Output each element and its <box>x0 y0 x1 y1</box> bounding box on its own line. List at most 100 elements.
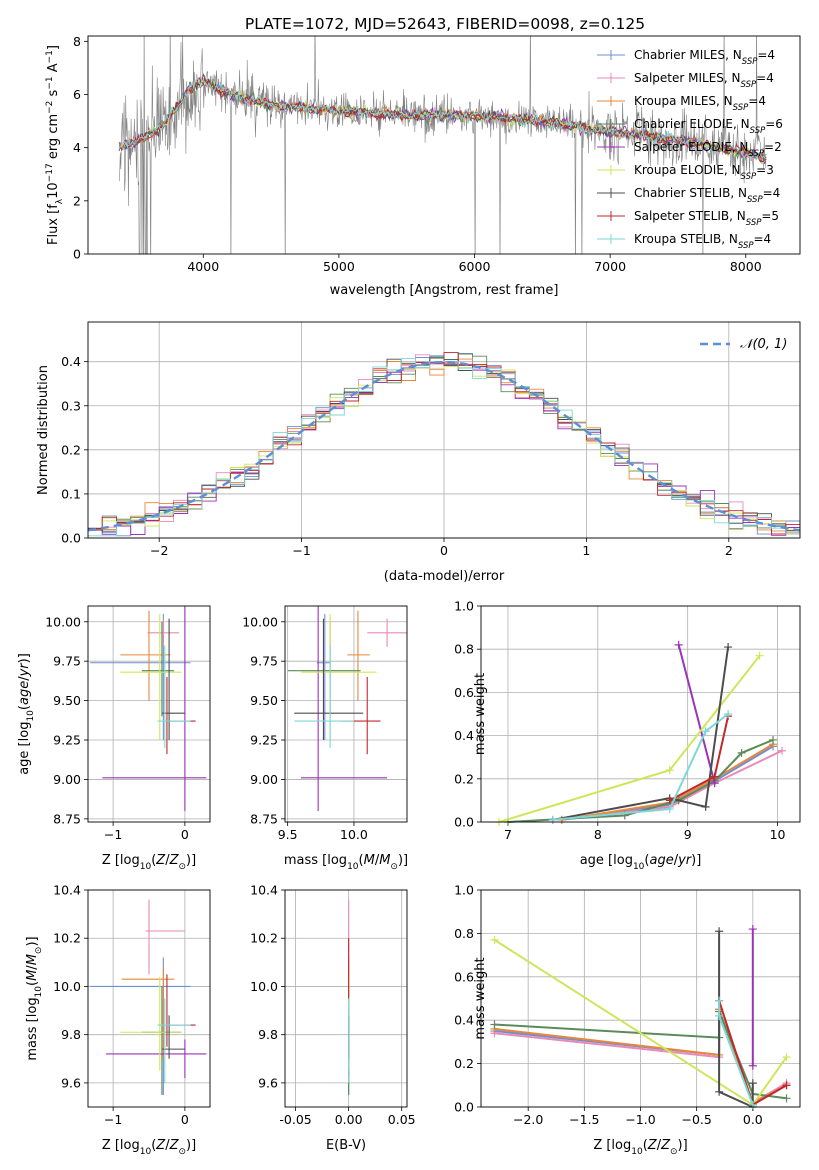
weight-point-marker <box>748 925 757 934</box>
weight-point-marker <box>769 735 778 744</box>
axes-frame <box>480 605 801 823</box>
x-tick-label: −1 <box>104 827 122 842</box>
x-axis-label: Z [log10(Z/Z⊙)] <box>102 1138 196 1157</box>
x-tick-label: 4000 <box>187 259 219 274</box>
weight-series-line <box>507 738 774 823</box>
y-tick-label: 9.6 <box>61 1075 81 1090</box>
model-spectrum <box>119 73 767 163</box>
weight-point-marker <box>748 1100 757 1109</box>
x-axis-label: (data-model)/error <box>384 569 505 584</box>
figure-title: PLATE=1072, MJD=52643, FIBERID=0098, z=0… <box>245 15 645 33</box>
weight-point-marker <box>701 727 710 736</box>
y-tick-label: 0.4 <box>61 354 81 369</box>
weight-point-marker <box>748 1061 757 1070</box>
normal-reference-curve <box>88 360 800 532</box>
x-tick-label: 0 <box>181 1112 189 1127</box>
legend: Chabrier MILES, NSSP=4 Salpeter MILES, NS… <box>597 48 783 251</box>
x-axis-label: wavelength [Angstrom, rest frame] <box>330 283 559 298</box>
y-tick-label: 0.2 <box>454 1056 474 1071</box>
x-tick-label: −1 <box>292 543 310 558</box>
y-tick-label: 2 <box>73 193 81 208</box>
x-tick-label: 10.0 <box>340 827 368 842</box>
y-tick-label: 10.0 <box>53 979 81 994</box>
weight-point-marker <box>715 1011 724 1020</box>
y-tick-label: 9.8 <box>61 1027 81 1042</box>
y-tick-label: 0.8 <box>454 642 474 657</box>
y-tick-label: 9.25 <box>250 733 278 748</box>
legend-entry: Salpeter MILES, NSSP=4 <box>634 71 774 90</box>
x-tick-label: 9.5 <box>278 827 298 842</box>
y-tick-label: 0 <box>73 247 81 262</box>
mass-vs-EBV-panel: -0.05 0.00 0.05 9.6 9.8 10.0 10.2 10.4 <box>250 883 415 1128</box>
x-tick-label: -0.05 <box>279 1112 311 1127</box>
axes-frame <box>284 889 408 1108</box>
axes-frame <box>87 605 211 823</box>
weight-point-marker <box>782 1094 791 1103</box>
x-tick-label: −1.0 <box>625 1112 655 1127</box>
weight-series-line <box>552 646 730 821</box>
axes-frame <box>87 321 801 539</box>
y-tick-label: 10.4 <box>250 883 278 898</box>
y-tick-label: 9.25 <box>53 733 81 748</box>
axes-frame <box>87 35 801 255</box>
y-tick-label: 9.8 <box>258 1027 278 1042</box>
x-tick-label: −2 <box>150 543 168 558</box>
x-axis-label: Z [log10(Z/Z⊙)] <box>593 1138 687 1157</box>
y-axis-label: Flux [fλ10−17 erg cm−2 s−1 A−1] <box>45 45 65 245</box>
weight-point-marker <box>701 802 710 811</box>
y-tick-label: 0.6 <box>454 969 474 984</box>
y-tick-label: 9.50 <box>53 693 81 708</box>
model-spectrum <box>118 76 767 161</box>
y-tick-label: 8 <box>73 34 81 49</box>
y-axis-label: mass [log10(M/M⊙)] <box>25 936 44 1060</box>
legend-entry: Kroupa STELIB, NSSP=4 <box>634 232 771 251</box>
y-tick-label: 9.6 <box>258 1075 278 1090</box>
weight-point-marker <box>755 651 764 660</box>
weight-point-marker <box>778 746 787 755</box>
x-tick-label: −1.5 <box>569 1112 599 1127</box>
weight-series-line <box>561 743 774 821</box>
legend-entry: 𝒩(0, 1) <box>740 337 787 352</box>
y-tick-label: 10.00 <box>45 614 81 629</box>
x-tick-label: 0 <box>181 827 189 842</box>
legend-entry: Salpeter ELODIE, NSSP=2 <box>634 140 782 159</box>
weight-point-marker <box>710 772 719 781</box>
legend-entry: Chabrier ELODIE, NSSP=6 <box>634 117 783 136</box>
x-tick-label: 9 <box>684 827 692 842</box>
y-tick-label: 10.2 <box>250 931 278 946</box>
x-tick-label: 0.0 <box>743 1112 763 1127</box>
x-axis-label: Z [log10(Z/Z⊙)] <box>102 853 196 872</box>
age-vs-Z-panel: −1 0 8.75 9.00 9.25 9.50 9.75 10.00 <box>45 605 211 842</box>
y-axis-label: Normed distribution <box>36 365 51 495</box>
x-tick-label: 0.00 <box>335 1112 363 1127</box>
weight-vs-age-panel: 7 8 9 10 0.0 0.2 0.4 0.6 0.8 1.0 <box>454 599 801 842</box>
y-tick-label: 10.00 <box>242 614 278 629</box>
y-tick-label: 0.3 <box>61 398 81 413</box>
weight-point-marker <box>490 935 499 944</box>
axes-frame <box>480 889 801 1108</box>
residual-histogram <box>88 358 800 537</box>
weight-point-marker <box>748 1079 757 1088</box>
x-tick-label: 0.05 <box>388 1112 416 1127</box>
y-tick-label: 0.0 <box>454 815 474 830</box>
y-tick-label: 0.8 <box>454 926 474 941</box>
legend-entry: Kroupa MILES, NSSP=4 <box>634 94 766 113</box>
y-tick-label: 10.0 <box>250 979 278 994</box>
weight-point-marker <box>715 1087 724 1096</box>
weight-point-marker <box>674 640 683 649</box>
y-tick-label: 1.0 <box>454 599 474 614</box>
weight-point-marker <box>715 996 724 1005</box>
x-tick-label: 10 <box>770 827 786 842</box>
weight-vs-Z-panel: −2.0 −1.5 −1.0 −0.5 0.0 0.0 0.2 0.4 0.6 0.8 1.0 <box>454 883 801 1127</box>
x-tick-label: 8 <box>594 827 602 842</box>
x-tick-label: 5000 <box>323 259 355 274</box>
y-tick-label: 0.1 <box>61 486 81 501</box>
x-tick-label: −1 <box>104 1112 122 1127</box>
axes-frame <box>87 889 211 1108</box>
weight-point-marker <box>724 643 733 652</box>
y-tick-label: 8.75 <box>250 811 278 826</box>
x-axis-label: E(B-V) <box>326 1138 366 1153</box>
y-tick-label: 0.4 <box>454 728 474 743</box>
y-tick-label: 10.2 <box>53 931 81 946</box>
weight-point-marker <box>665 805 674 814</box>
